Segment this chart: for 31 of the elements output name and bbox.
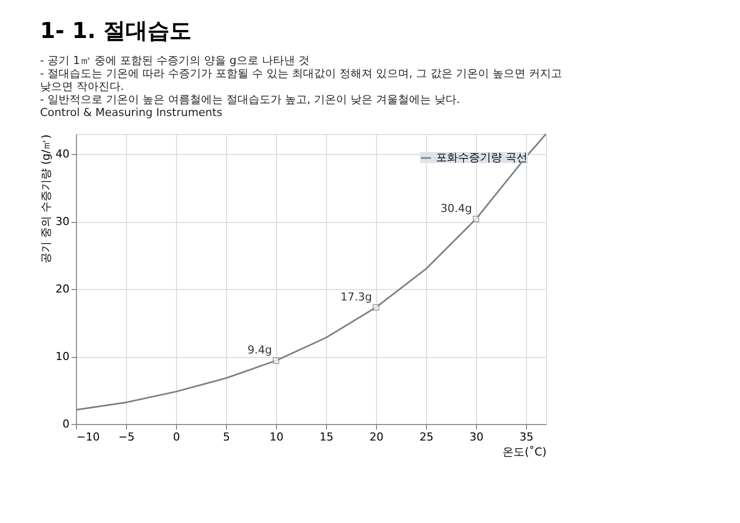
y-tick-label: 20 [56,282,70,296]
y-tick-label: 40 [56,148,70,161]
x-tick-label: 20 [370,430,384,444]
point [272,357,280,364]
chart-title: 1- 1. 절대습도 [40,19,192,44]
x-tick-label: 35 [520,430,534,444]
y-tick-label: 10 [56,350,70,364]
x-tick-label: 10 [270,430,284,444]
point [372,304,380,311]
x-axis-title: 온도(˚C) [502,446,546,458]
y-tick-label: 30 [56,215,70,228]
x-tick-label: 25 [420,430,434,444]
data-label: 30.4g [440,202,472,215]
data-label: 9.4g [248,344,272,357]
x-tick-label: 15 [320,430,334,444]
point [472,216,480,222]
x-tick-label: 5 [223,430,230,444]
text: - 절대습도는 기온에 따라 수증기가 포함될 수 있는 최대값이 정해져 있으며, 그 값은 기온이 높으면 커지고 [40,67,562,80]
legend-label: 포화수증기량 곡선 [436,151,528,164]
x-tick-label: −5 [118,430,135,444]
data-label: 17.3g [340,290,372,304]
y-tick-label: 0 [62,418,70,430]
line-series [75,133,547,411]
x-tick-label: 30 [470,430,484,444]
y-axis-title: 공기 중의 수증기량 (g/㎥) [40,134,53,264]
x-tick-label: 0 [173,430,180,444]
text: - 공기 1㎥ 중에 포함된 수증기의 양을 g으로 나타낸 것 [40,54,310,68]
text: 낮으면 작아진다. [40,80,124,94]
x-tick-label: −10 [76,430,100,444]
text: - 일반적으로 기온이 높은 여름철에는 절대습도가 높고, 기온이 낮은 겨울철에는 낮다. [40,93,460,106]
text: Control & Measuring Instruments [40,106,223,120]
